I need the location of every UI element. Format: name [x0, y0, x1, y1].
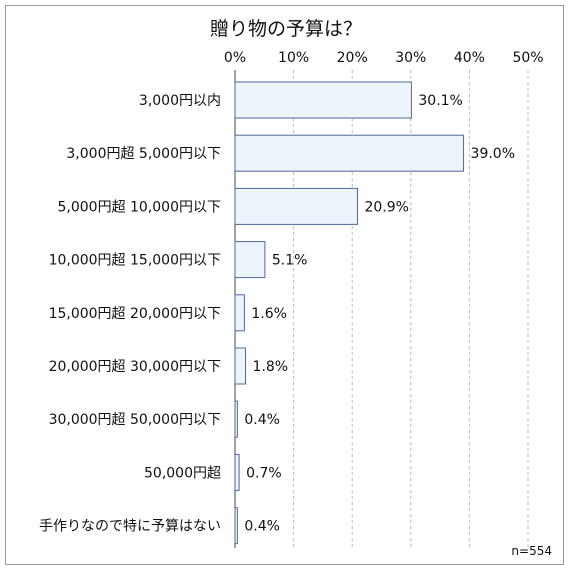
x-tick-label: 20%	[337, 50, 368, 66]
x-tick-labels: 0% 10% 20% 30% 40% 50%	[224, 50, 544, 66]
category-label: 10,000円超 15,000円以下	[49, 253, 221, 269]
value-label: 0.4%	[244, 412, 280, 428]
bar	[234, 507, 238, 545]
value-label: 0.4%	[244, 519, 280, 535]
category-label: 15,000円超 20,000円以下	[49, 306, 221, 322]
x-tick-label: 30%	[395, 50, 426, 66]
bar	[234, 241, 266, 279]
bar	[234, 400, 238, 438]
bar	[234, 187, 358, 225]
bar	[234, 134, 465, 172]
category-label: 手作りなので特に予算はない	[39, 519, 221, 535]
value-label: 39.0%	[471, 146, 515, 162]
value-label: 20.9%	[364, 199, 408, 215]
category-label: 3,000円超 5,000円以下	[66, 146, 221, 162]
bars	[234, 81, 465, 545]
category-label: 50,000円超	[144, 465, 221, 481]
chart-title: 贈り物の予算は？	[210, 18, 362, 40]
bar	[234, 81, 412, 119]
x-tick-label: 0%	[224, 50, 246, 66]
value-label: 0.7%	[246, 465, 282, 481]
category-label: 30,000円超 50,000円以下	[49, 412, 221, 428]
category-label: 5,000円超 10,000円以下	[57, 199, 221, 215]
value-label: 30.1%	[418, 93, 462, 109]
bar	[234, 347, 247, 385]
x-tick-label: 50%	[512, 50, 543, 66]
value-label: 1.6%	[251, 306, 287, 322]
value-label: 5.1%	[272, 253, 308, 269]
bar	[234, 294, 245, 332]
value-label: 1.8%	[253, 359, 289, 375]
category-label: 20,000円超 30,000円以下	[49, 359, 221, 375]
value-labels: 30.1% 39.0% 20.9% 5.1% 1.6% 1.8% 0.4% 0.7% 0.4%	[244, 93, 515, 535]
category-label: 3,000円以内	[139, 93, 221, 109]
category-labels: 3,000円以内 3,000円超 5,000円以下 5,000円超 10,000円以…	[39, 93, 221, 535]
sample-size-note: n=554	[511, 544, 552, 558]
x-tick-label: 40%	[454, 50, 485, 66]
bar	[234, 453, 240, 491]
x-tick-label: 10%	[278, 50, 309, 66]
